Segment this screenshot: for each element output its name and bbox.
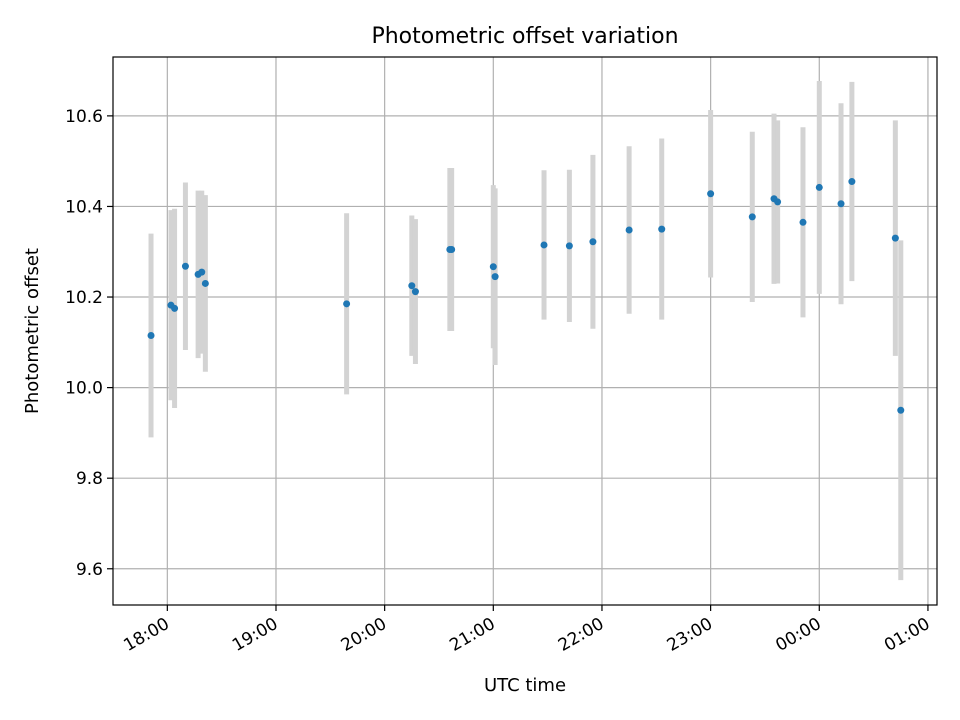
y-axis-label: Photometric offset [22,248,43,414]
data-point [181,262,189,270]
data-point [658,225,666,233]
data-point [815,183,823,191]
y-tick-label: 9.8 [76,469,103,489]
data-point [171,304,179,312]
data-point [540,241,548,249]
data-point [774,198,782,206]
data-point [147,332,155,340]
data-point [891,234,899,242]
data-point [343,300,351,308]
data-point [837,200,845,208]
data-point [748,213,756,221]
data-point [411,288,419,296]
y-tick-label: 9.6 [76,560,103,580]
y-tick-label: 10.6 [65,107,103,127]
data-point [799,218,807,226]
data-point [489,263,497,271]
data-point [897,406,905,414]
chart-title: Photometric offset variation [371,24,678,49]
y-tick-label: 10.2 [65,288,103,308]
data-point [707,190,715,198]
data-point [589,238,597,246]
data-point [491,273,499,281]
x-axis-label: UTC time [484,675,566,696]
data-point [201,279,209,287]
y-tick-label: 10.0 [65,379,103,399]
data-point [448,245,456,253]
point-layer [147,178,905,414]
data-point [565,242,573,250]
plot-frame [112,56,938,606]
data-point [848,178,856,186]
data-point [408,282,416,290]
y-tick-label: 10.4 [65,197,103,217]
data-point [625,226,633,234]
data-point [198,268,206,276]
